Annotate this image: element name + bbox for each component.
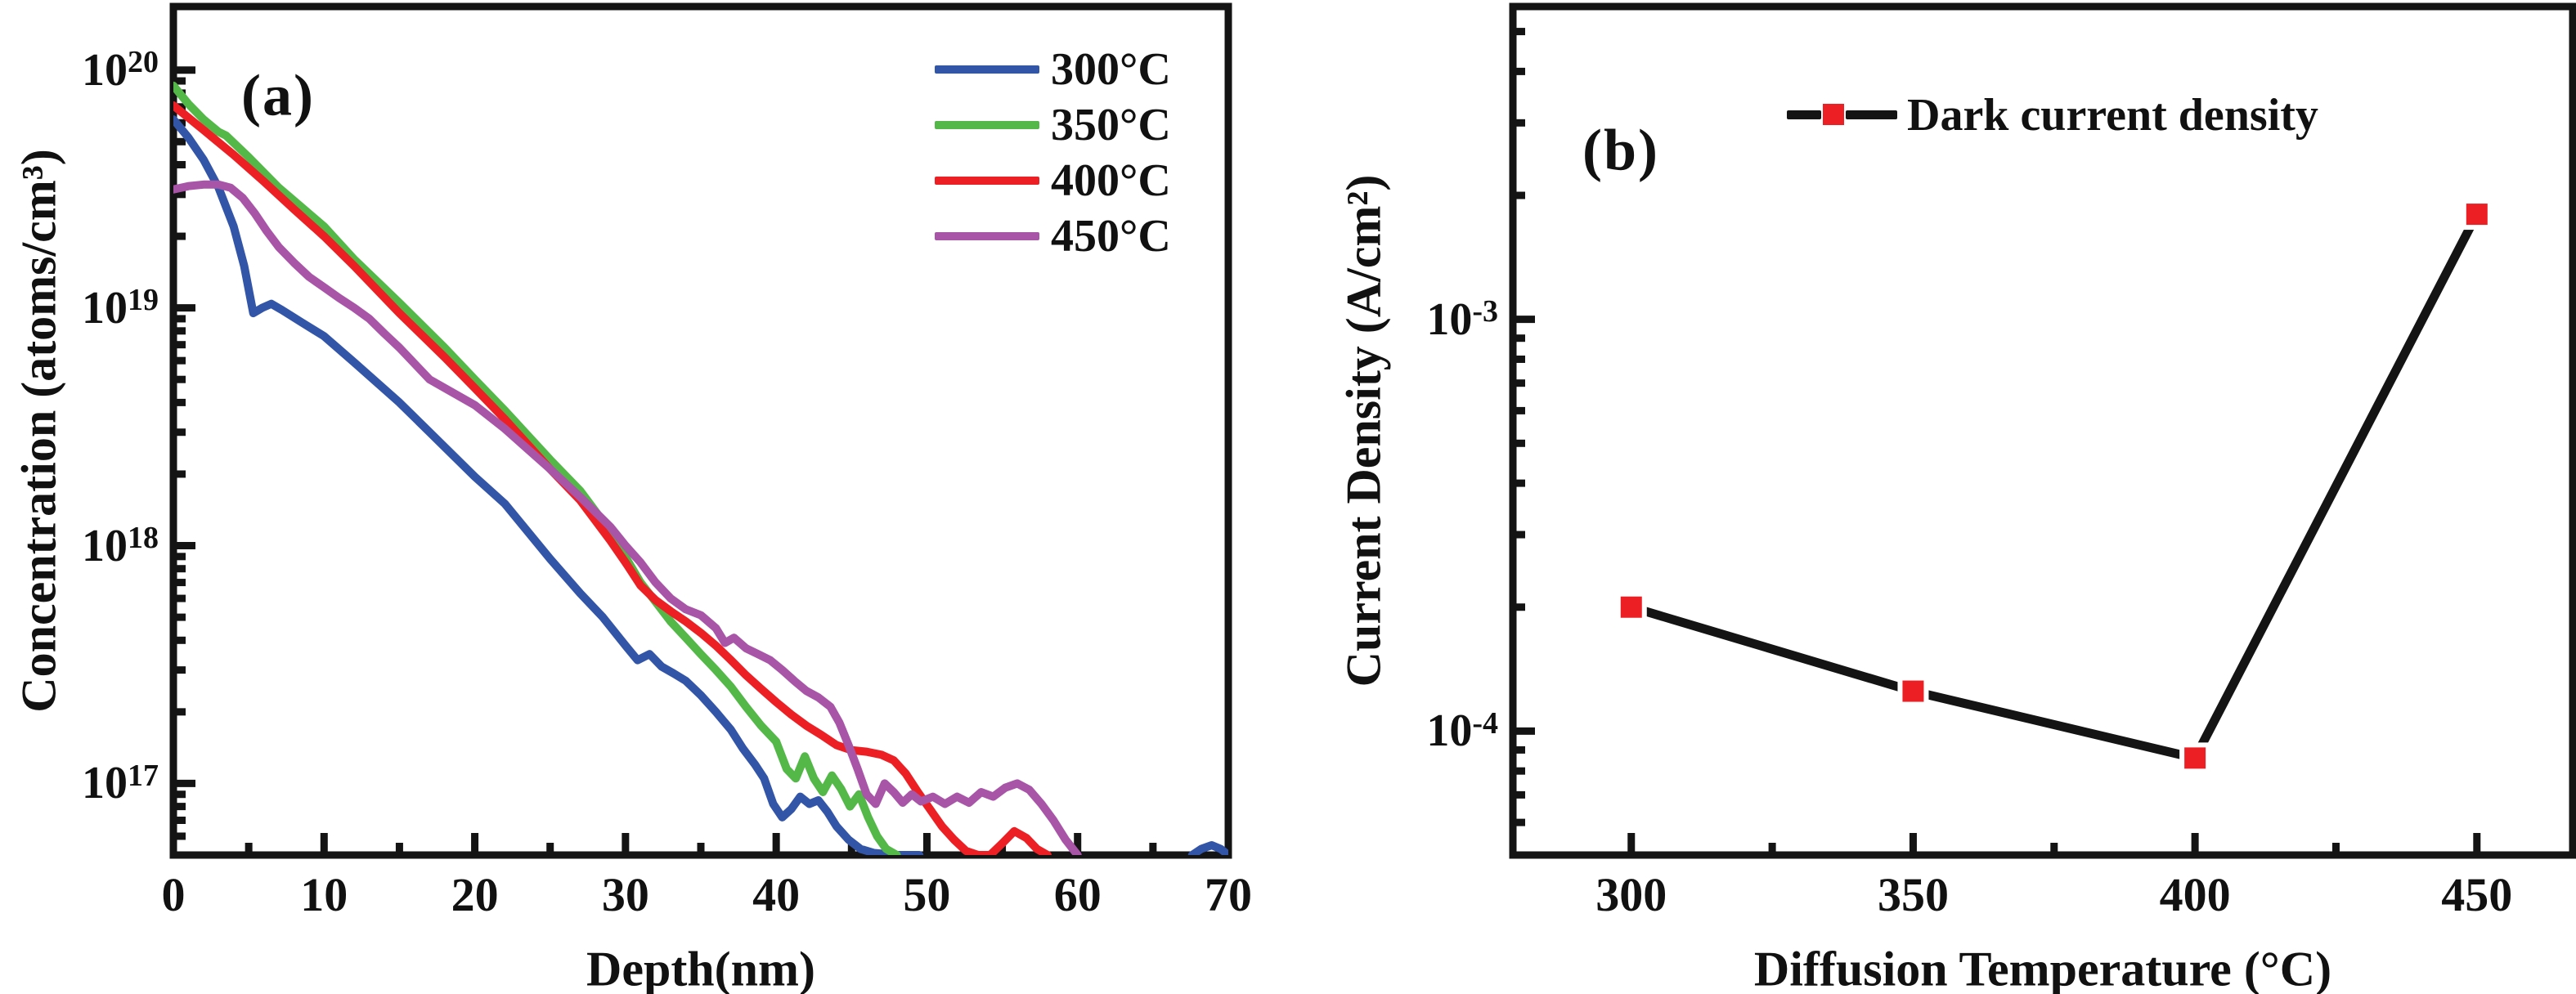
panel-a [169,2,1232,859]
x-tick-label-20: 20 [451,868,499,921]
curve [1187,841,1228,855]
panel-b-label: (b) [1582,117,1659,183]
series-450-c [173,180,1082,855]
legend-label-450C: 450°C [1051,211,1171,262]
legend-line-sample-dark-current-left [1787,110,1821,119]
panel-b-y-ticks [1513,28,1535,859]
y-tick-label-1e-3: 10-3 [1426,293,1498,345]
legend-item-300C: 300°C [935,43,1171,96]
x-tick-label-60: 60 [1053,868,1102,921]
x-tick-label-450: 450 [2441,868,2513,921]
y-tick-label-1e20: 1020 [82,44,159,96]
curve [173,180,1082,855]
legend-line-sample-dark-current-right [1846,110,1897,119]
panel-b [1509,2,2576,859]
curve [1627,209,2482,763]
x-tick-label-70: 70 [1205,868,1252,921]
curve [173,101,1052,855]
legend-square-marker-dark-current [1823,104,1844,125]
y-tick-label-1e-4: 10-4 [1426,705,1498,757]
square-marker [2184,747,2206,769]
x-tick-label-300: 300 [1595,868,1667,921]
x-tick-label-400: 400 [2159,868,2231,921]
legend-label-350C: 350°C [1051,100,1171,150]
y-tick-label-1e19: 1019 [82,282,159,334]
x-tick-label-0: 0 [161,868,186,921]
legend-label-300C: 300°C [1051,44,1171,95]
legend-line-sample-450C [935,232,1039,240]
legend-line-sample-350C [935,121,1039,129]
x-tick-label-30: 30 [601,868,649,921]
x-tick-label-10: 10 [300,868,348,921]
legend-label-400C: 400°C [1051,155,1171,206]
y-tick-label-1e18: 1018 [82,520,159,571]
series-300-c [173,115,1228,855]
square-marker [2466,204,2488,226]
panel-b-x-axis-title: Diffusion Temperature (°C) [1753,942,2332,994]
legend-item-450C: 450°C [935,210,1171,262]
panel-b-y-axis-title: Current Density (A/cm²) [1336,174,1391,687]
panel-a-x-ticks [169,833,1232,855]
legend-item-350C: 350°C [935,99,1171,151]
square-marker [1620,596,1642,618]
curve [173,115,924,855]
panel-a-label: (a) [241,62,315,128]
series-350-c [173,81,901,855]
series-400-c [173,101,1052,855]
legend-label-dark-current: Dark current density [1907,90,2318,141]
legend-item-400C: 400°C [935,154,1171,207]
panel-b-frame [1509,2,2576,859]
x-tick-label-40: 40 [752,868,801,921]
panel-a-y-axis-title: Concentration (atoms/cm³) [11,149,66,713]
y-tick-label-1e17: 1017 [82,758,159,809]
legend-line-sample-400C [935,177,1039,185]
panel-a-y-ticks [173,66,195,859]
series-dark-current-density [1615,199,2493,774]
panel-a-x-axis-title: Depth(nm) [586,942,815,994]
legend-line-sample-300C [935,65,1039,74]
square-marker [1902,680,1924,702]
panel-b-x-ticks [1627,833,2481,855]
x-tick-label-350: 350 [1877,868,1949,921]
x-tick-label-50: 50 [903,868,951,921]
curve [173,81,901,855]
